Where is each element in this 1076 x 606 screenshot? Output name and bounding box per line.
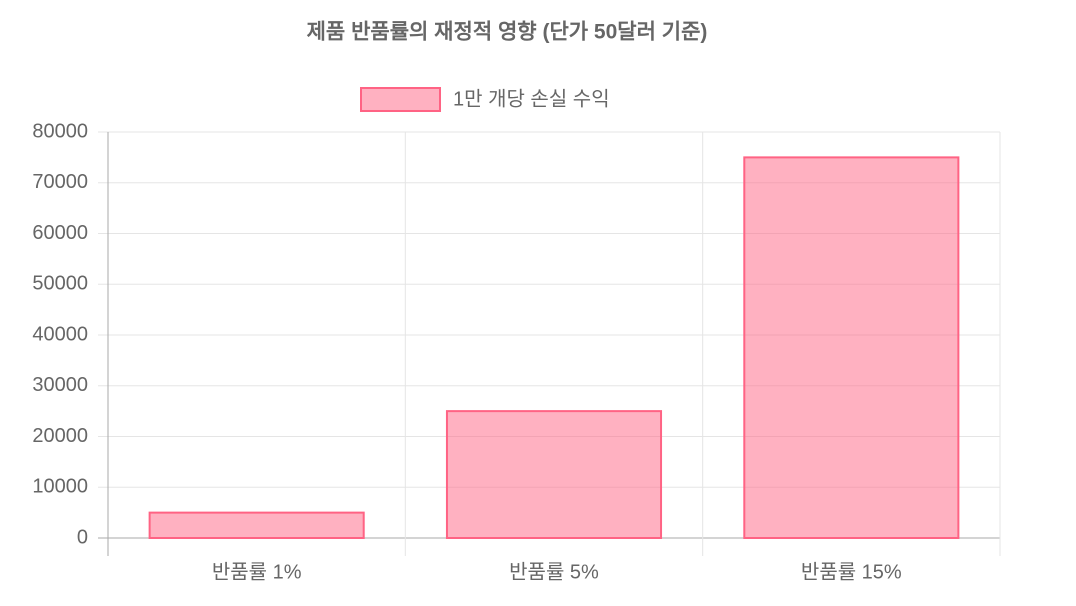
y-tick-label: 20000: [32, 425, 88, 447]
y-tick-label: 10000: [32, 476, 88, 498]
x-tick-label: 반품률 1%: [212, 560, 302, 583]
bar: [148, 511, 365, 539]
y-tick-label: 30000: [32, 374, 88, 396]
y-tick-label: 40000: [32, 323, 88, 345]
x-tick-label: 반품률 5%: [509, 560, 599, 583]
bar: [445, 410, 663, 539]
y-tick-label: 50000: [32, 273, 88, 295]
x-tick-label: 반품률 15%: [801, 560, 902, 583]
y-tick-label: 70000: [32, 171, 88, 193]
legend-label: 1만 개당 손실 수익: [453, 87, 610, 110]
chart-title: 제품 반품률의 재정적 영향 (단가 50달러 기준): [307, 20, 708, 44]
y-tick-label: 0: [77, 526, 88, 548]
y-tick-label: 80000: [32, 120, 88, 142]
bar: [743, 156, 960, 539]
legend-swatch: [360, 87, 441, 112]
y-tick-label: 60000: [32, 222, 88, 244]
